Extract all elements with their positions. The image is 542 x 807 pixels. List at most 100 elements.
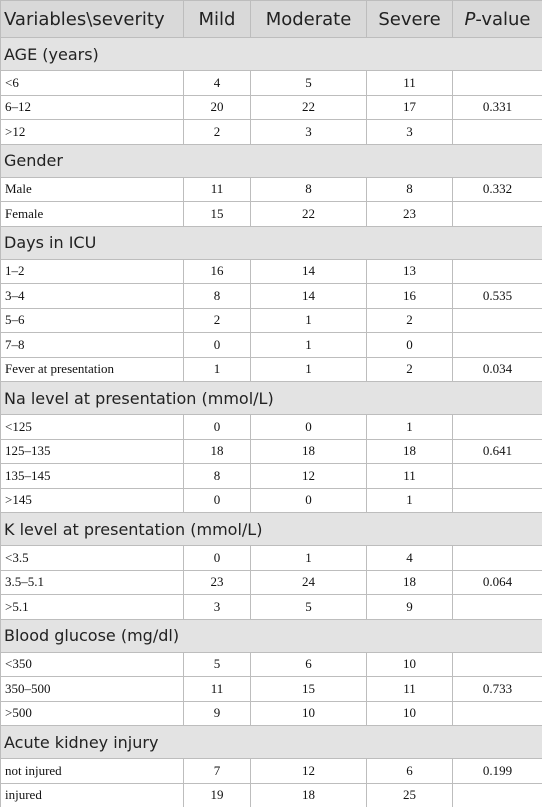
data-row: 350–500 11 15 11 0.733	[0, 676, 542, 702]
section-title: Days in ICU	[0, 225, 542, 260]
data-row: 3–4 8 14 16 0.535	[0, 283, 542, 309]
cell: 24	[250, 569, 367, 595]
empty-cell	[452, 545, 542, 571]
header-row: Variables\severity Mild Moderate Severe P-va…	[0, 0, 542, 38]
row-label: >500	[0, 700, 184, 726]
row-label: Fever at presentation	[0, 356, 184, 382]
cell: 0.331	[452, 94, 542, 120]
cell: 3	[183, 594, 251, 620]
empty-cell	[452, 594, 542, 620]
cell: 0	[183, 332, 251, 358]
cell: 14	[250, 258, 367, 284]
row-label: Female	[0, 201, 184, 227]
cell: 18	[366, 438, 453, 464]
cell: 6	[366, 758, 453, 784]
data-row: <125 0 0 1	[0, 414, 542, 440]
cell: 0.641	[452, 438, 542, 464]
cell: 5	[183, 651, 251, 677]
cell: 0	[183, 545, 251, 571]
empty-cell	[452, 414, 542, 440]
cell: 19	[183, 782, 251, 807]
cell: 2	[183, 307, 251, 333]
cell: 18	[183, 438, 251, 464]
empty-cell	[452, 782, 542, 807]
row-label: <125	[0, 414, 184, 440]
cell: 11	[366, 463, 453, 489]
cell: 3	[366, 119, 453, 145]
cell: 14	[250, 283, 367, 309]
cell: 10	[366, 651, 453, 677]
cell: 8	[183, 463, 251, 489]
row-label: <350	[0, 651, 184, 677]
empty-cell	[452, 651, 542, 677]
row-label: 6–12	[0, 94, 184, 120]
cell: 16	[183, 258, 251, 284]
row-label: 135–145	[0, 463, 184, 489]
empty-cell	[452, 201, 542, 227]
cell: 0.733	[452, 676, 542, 702]
cell: 22	[250, 201, 367, 227]
cell: 13	[366, 258, 453, 284]
cell: 16	[366, 283, 453, 309]
row-label: 3.5–5.1	[0, 569, 184, 595]
empty-cell	[452, 332, 542, 358]
cell: 0	[183, 414, 251, 440]
empty-cell	[452, 70, 542, 96]
empty-cell	[452, 119, 542, 145]
cell: 0.332	[452, 176, 542, 202]
cell: 0	[183, 487, 251, 513]
data-row: 1–2 16 14 13	[0, 258, 542, 284]
row-label: 350–500	[0, 676, 184, 702]
cell: 0.199	[452, 758, 542, 784]
cell: 1	[250, 332, 367, 358]
cell: 0.034	[452, 356, 542, 382]
cell: 0	[250, 487, 367, 513]
section-title: Gender	[0, 143, 542, 178]
cell: 1	[250, 356, 367, 382]
data-row: >145 0 0 1	[0, 487, 542, 513]
cell: 3	[250, 119, 367, 145]
data-row: 6–12 20 22 17 0.331	[0, 94, 542, 120]
row-label: 5–6	[0, 307, 184, 333]
cell: 4	[183, 70, 251, 96]
cell: 8	[183, 283, 251, 309]
data-row: 135–145 8 12 11	[0, 463, 542, 489]
cell: 2	[366, 307, 453, 333]
cell: 12	[250, 758, 367, 784]
cell: 1	[366, 487, 453, 513]
cell: 11	[366, 70, 453, 96]
cell: 20	[183, 94, 251, 120]
row-label: Male	[0, 176, 184, 202]
data-row: <6 4 5 11	[0, 70, 542, 96]
column-header: Variables\severity	[0, 0, 184, 38]
data-row: injured 19 18 25	[0, 782, 542, 807]
cell: 2	[183, 119, 251, 145]
cell: 25	[366, 782, 453, 807]
row-label: not injured	[0, 758, 184, 784]
data-row: >500 9 10 10	[0, 700, 542, 726]
row-label: <3.5	[0, 545, 184, 571]
cell: 8	[366, 176, 453, 202]
data-row: Male 11 8 8 0.332	[0, 176, 542, 202]
section-title: AGE (years)	[0, 37, 542, 71]
section-row: Blood glucose (mg/dl)	[0, 618, 542, 653]
column-header: Severe	[366, 0, 453, 38]
cell: 6	[250, 651, 367, 677]
cell: 1	[250, 307, 367, 333]
data-row: 125–135 18 18 18 0.641	[0, 438, 542, 464]
column-header-italic: P	[464, 8, 476, 30]
cell: 4	[366, 545, 453, 571]
cell: 1	[366, 414, 453, 440]
section-row: Days in ICU	[0, 225, 542, 260]
cell: 10	[250, 700, 367, 726]
row-label: 3–4	[0, 283, 184, 309]
row-label: 7–8	[0, 332, 184, 358]
column-header-text: -value	[475, 8, 531, 30]
cell: 23	[366, 201, 453, 227]
data-row: not injured 7 12 6 0.199	[0, 758, 542, 784]
cell: 1	[250, 545, 367, 571]
section-row: K level at presentation (mmol/L)	[0, 512, 542, 546]
data-row: 5–6 2 1 2	[0, 307, 542, 333]
row-label: >145	[0, 487, 184, 513]
